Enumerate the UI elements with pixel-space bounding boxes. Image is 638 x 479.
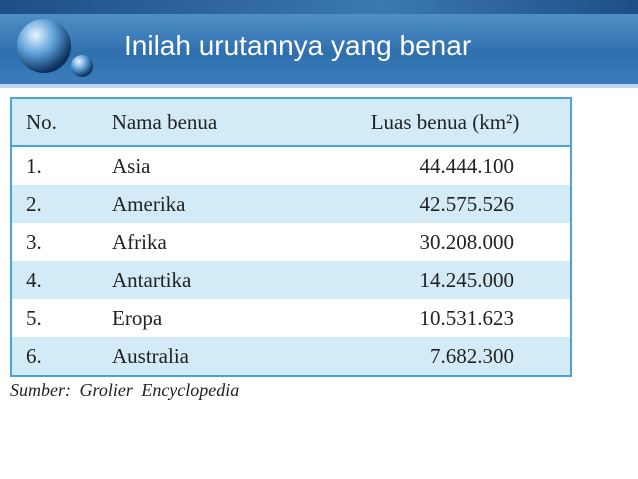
table-row: 6. Australia 7.682.300: [12, 337, 570, 375]
table-cell: 44.444.100: [419, 153, 515, 178]
slide-title: Inilah urutannya yang benar: [124, 30, 472, 61]
table-cell: Asia: [112, 153, 151, 178]
logo-orb-small: [71, 55, 93, 77]
table-cell: 14.245.000: [419, 267, 515, 292]
table: No. Nama benua Luas benua (km²) 1. Asia 44…: [10, 97, 572, 377]
table-cell: 4.: [26, 267, 42, 292]
table-cell: Amerika: [112, 191, 186, 216]
logo: [17, 19, 93, 77]
header-line: [0, 84, 638, 88]
table-cell: 42.575.526: [419, 191, 515, 216]
table-cell: 3.: [26, 229, 42, 254]
table-cell: Australia: [112, 343, 189, 368]
header-band: [0, 0, 638, 88]
table-cell: 30.208.000: [419, 229, 515, 254]
table-cell: 5.: [26, 305, 42, 330]
table-header: No. Nama benua Luas benua (km²): [12, 99, 570, 147]
header-cell: Luas benua (km²): [370, 109, 520, 134]
table-row: 3. Afrika 30.208.000: [12, 223, 570, 261]
table-row: 1. Asia 44.444.100: [12, 147, 570, 185]
table-row: 4. Antartika 14.245.000: [12, 261, 570, 299]
table-cell: 2.: [26, 191, 42, 216]
table-cell: Afrika: [112, 229, 167, 254]
header-strip: [0, 0, 638, 14]
table-row: 5. Eropa 10.531.623: [12, 299, 570, 337]
table-cell: 1.: [26, 153, 42, 178]
table-cell: 7.682.300: [430, 343, 514, 368]
logo-orb: [17, 19, 71, 73]
table-cell: 10.531.623: [419, 305, 515, 330]
header-cell: Nama benua: [111, 109, 218, 134]
source-note: Sumber: Grolier Encyclopedia: [10, 380, 240, 400]
header-cell: No.: [26, 109, 57, 134]
table-cell: Antartika: [112, 267, 192, 292]
table-row: 2. Amerika 42.575.526: [12, 185, 570, 223]
table-cell: 6.: [26, 343, 42, 368]
table-cell: Eropa: [112, 305, 163, 330]
